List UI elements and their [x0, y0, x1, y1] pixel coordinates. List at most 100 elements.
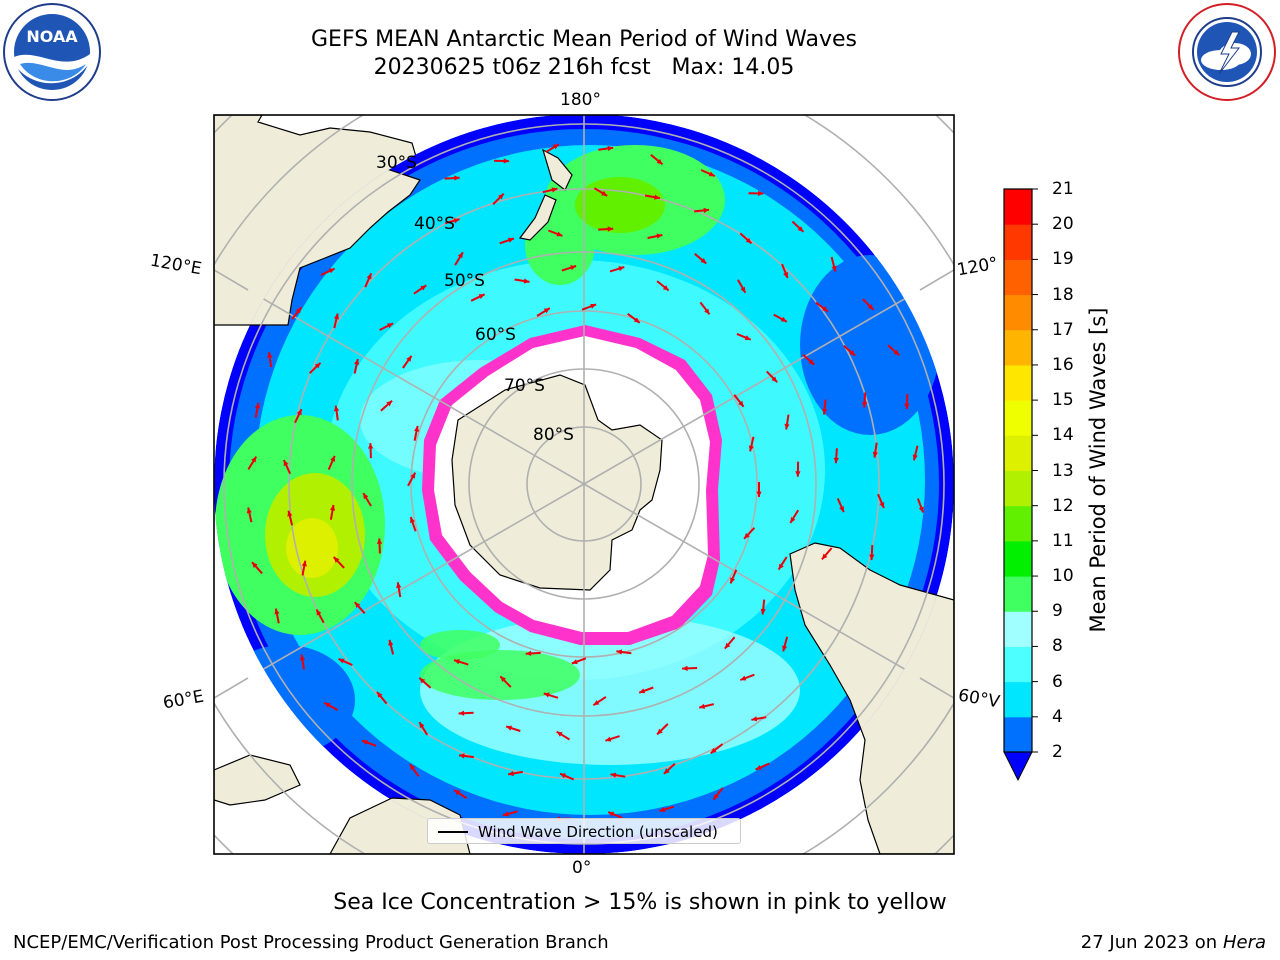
wind-wave-arrow [254, 402, 260, 418]
colorbar-bin [1004, 540, 1032, 577]
colorbar-bin [1004, 259, 1032, 296]
wind-wave-arrow [815, 301, 829, 313]
wind-wave-arrow [605, 735, 620, 742]
wind-wave-arrow [559, 772, 575, 781]
wind-wave-arrow [368, 443, 374, 459]
colorbar-bin [1004, 576, 1032, 612]
wind-wave-arrow [323, 701, 339, 711]
wind-wave-arrow [361, 739, 377, 747]
wind-wave-arrow [699, 301, 711, 315]
wind-wave-arrow [409, 516, 417, 532]
wind-wave-arrow [777, 556, 788, 571]
wind-wave-arrow [694, 253, 707, 265]
colorbar-bin [1004, 435, 1032, 471]
colorbar-bin [1004, 646, 1032, 683]
wind-wave-arrow [332, 556, 345, 569]
colorbar-bin [1004, 224, 1032, 260]
wind-wave-arrow [294, 408, 303, 424]
wind-wave-arrow [598, 145, 614, 151]
wind-wave-arrow [287, 510, 294, 526]
wind-wave-arrow [904, 394, 910, 410]
wind-wave-arrow [364, 272, 373, 288]
wind-wave-arrow [592, 696, 607, 707]
wind-wave-arrow [833, 448, 839, 464]
wind-wave-arrow [507, 770, 524, 777]
wind-wave-arrow [610, 772, 626, 778]
lat-label-50s: 50°S [444, 271, 485, 291]
wind-wave-arrow [282, 459, 292, 475]
wind-wave-arrow [309, 362, 322, 374]
wind-wave-arrow [251, 561, 263, 575]
wind-wave-arrow [453, 659, 469, 666]
wind-wave-arrow [333, 405, 340, 421]
wind-wave-arrow [409, 763, 420, 777]
wind-wave-arrow [453, 789, 468, 800]
wind-wave-arrow [354, 601, 366, 615]
wind-wave-arrow [663, 762, 676, 775]
graticule [223, 115, 945, 854]
colorbar-tick-label: 10 [1052, 566, 1074, 587]
wind-wave-arrow [291, 306, 303, 320]
wind-wave-arrow [644, 194, 661, 200]
colorbar-tick-label: 13 [1052, 460, 1074, 481]
wind-wave-arrow [830, 256, 837, 272]
wind-wave-arrow [454, 251, 464, 266]
legend-label: Wind Wave Direction (unscaled) [478, 823, 718, 841]
wind-wave-arrow [514, 278, 530, 284]
wind-wave-arrow [338, 657, 353, 666]
wind-wave-arrow [418, 721, 429, 736]
colorbar-tick-label: 11 [1052, 530, 1074, 551]
wind-wave-arrow [712, 787, 724, 801]
wind-wave-arrow [320, 267, 336, 276]
wind-wave-arrow [607, 811, 623, 819]
wind-wave-arrow [379, 322, 394, 331]
wind-wave-arrow [781, 263, 789, 279]
wind-wave-arrow [843, 345, 856, 357]
wind-wave-arrow [407, 472, 417, 487]
wind-wave-arrow [755, 762, 770, 771]
lat-label-30s: 30°S [376, 153, 417, 173]
wind-wave-arrow [748, 436, 755, 452]
colorbar-bin [1004, 611, 1032, 647]
wind-wave-arrow [267, 352, 273, 368]
wind-wave-arrow [543, 692, 559, 699]
colorbar-tick-label: 19 [1052, 249, 1074, 270]
wind-wave-arrow [916, 498, 925, 513]
wind-wave-arrow [795, 461, 801, 477]
antarctica [451, 374, 663, 591]
wind-wave-arrow [789, 509, 800, 524]
lon-label-180: 180° [560, 90, 601, 110]
colorbar-bin [1004, 400, 1032, 436]
noaa-logo: NOAA [3, 3, 101, 101]
wind-wave-arrow [638, 686, 654, 694]
wind-wave-arrow [647, 233, 663, 239]
colorbar-tick-label: 4 [1052, 706, 1063, 727]
wind-wave-arrow [581, 303, 597, 311]
wind-wave-arrow [739, 673, 755, 681]
wind-wave-direction-arrows [246, 143, 925, 822]
colorbar-tick-label: 2 [1052, 742, 1063, 762]
wind-wave-arrow [329, 504, 336, 520]
wind-wave-arrow [862, 298, 875, 311]
colorbar-tick-label: 15 [1052, 390, 1074, 411]
wind-wave-arrow [627, 312, 641, 324]
graticule-outside [214, 115, 954, 854]
wind-wave-arrow [542, 187, 558, 194]
wind-wave-arrow [743, 527, 756, 540]
footer-date-text: 27 Jun 2023 on [1080, 932, 1218, 953]
wind-wave-arrow [698, 703, 715, 709]
map-legend: Wind Wave Direction (unscaled) [427, 818, 741, 844]
map-title-line2: 20230625 t06z 216h fcst Max: 14.05 [373, 55, 795, 80]
colorbar-tick-label: 9 [1052, 601, 1063, 622]
wind-wave-arrow [413, 284, 427, 295]
legend-line-sample [438, 831, 468, 833]
wind-wave-arrow [616, 649, 632, 655]
wind-wave-arrow [751, 716, 767, 722]
colorbar-extend-arrow [1003, 751, 1033, 782]
wind-wave-arrow [802, 354, 815, 366]
colorbar-tick-label: 16 [1052, 354, 1074, 375]
wind-wave-arrow [739, 232, 753, 245]
wind-wave-arrow [499, 237, 515, 245]
lon-label-0: 0° [572, 858, 592, 878]
colorbar-tick-label: 18 [1052, 284, 1074, 305]
